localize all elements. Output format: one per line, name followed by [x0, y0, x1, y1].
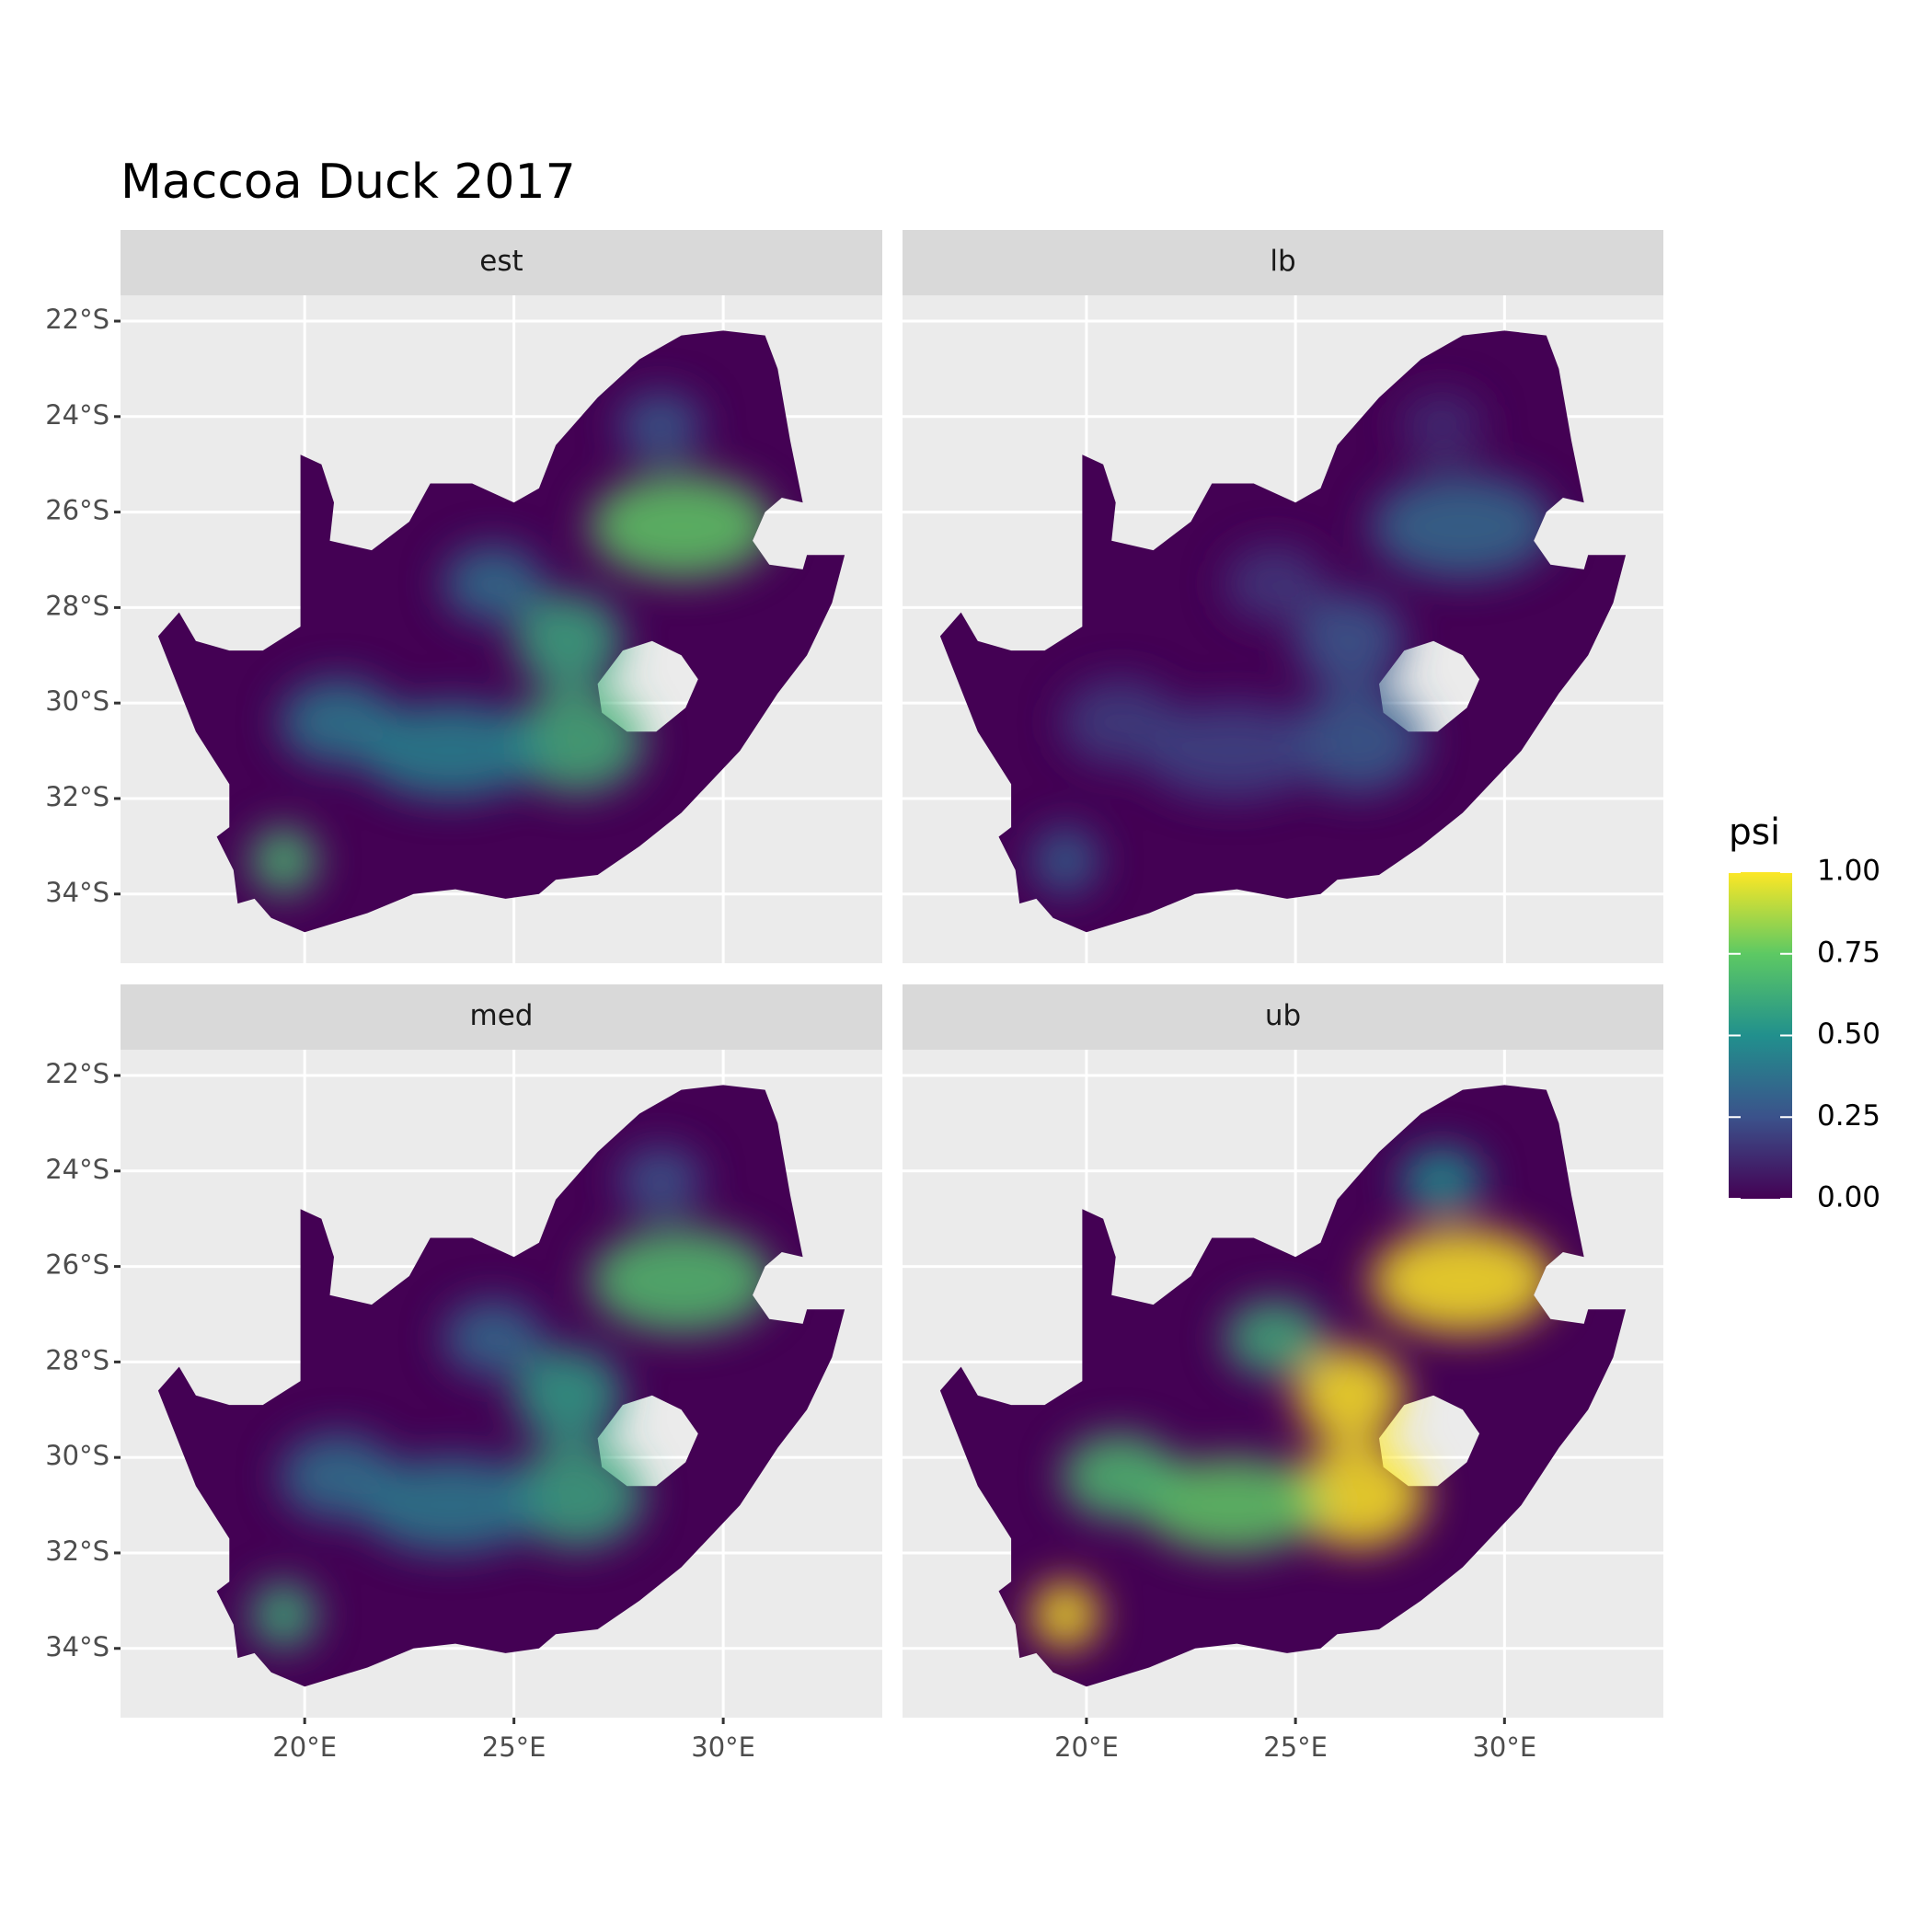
strip-label: est: [479, 245, 523, 278]
occupancy-area: [279, 679, 397, 765]
legend-label: 0.75: [1817, 936, 1880, 969]
occupancy-overlay: [1031, 1146, 1555, 1649]
legend-label: 0.00: [1817, 1181, 1880, 1214]
occupancy-area: [1061, 679, 1179, 765]
occupancy-overlay: [250, 392, 774, 894]
occupancy-area: [1224, 1299, 1325, 1376]
occupancy-area: [618, 392, 703, 460]
y-tick-label: 32°S: [45, 1535, 109, 1567]
y-tick-label: 34°S: [45, 1631, 109, 1662]
strip: [903, 230, 1663, 295]
occupancy-overlay: [1031, 392, 1555, 894]
y-tick-label: 32°S: [45, 781, 109, 812]
occupancy-area: [589, 474, 774, 580]
occupancy-area: [1295, 1347, 1405, 1443]
y-tick-label: 28°S: [45, 1344, 109, 1375]
strip-label: ub: [1265, 999, 1301, 1032]
occupancy-area: [1370, 1228, 1555, 1334]
occupancy-area: [513, 592, 623, 689]
x-tick-label: 30°E: [1472, 1731, 1536, 1763]
x-tick-label: 25°E: [1263, 1731, 1328, 1763]
occupancy-area: [1141, 703, 1325, 799]
occupancy-overlay: [250, 1146, 774, 1649]
occupancy-area: [443, 1299, 544, 1376]
occupancy-area: [1399, 392, 1484, 460]
occupancy-area: [1295, 592, 1405, 689]
occupancy-area: [1370, 474, 1555, 580]
occupancy-area: [1224, 545, 1325, 622]
legend-label: 0.25: [1817, 1099, 1880, 1133]
y-tick-label: 30°S: [45, 1440, 109, 1471]
x-tick-label: 30°E: [691, 1731, 755, 1763]
y-tick-label: 34°S: [45, 877, 109, 908]
y-tick-label: 28°S: [45, 590, 109, 621]
occupancy-area: [513, 1347, 623, 1443]
occupancy-area: [443, 545, 544, 622]
occupancy-area: [1031, 827, 1099, 894]
x-tick-label: 20°E: [272, 1731, 337, 1763]
occupancy-area: [359, 703, 544, 799]
occupancy-area: [510, 1443, 644, 1548]
x-tick-label: 20°E: [1054, 1731, 1119, 1763]
occupancy-area: [1061, 1433, 1179, 1520]
occupancy-area: [589, 1228, 774, 1334]
occupancy-area: [510, 688, 644, 794]
strip: [121, 984, 882, 1050]
y-tick-label: 26°S: [45, 1249, 109, 1281]
occupancy-area: [359, 1457, 544, 1553]
occupancy-area: [1141, 1457, 1325, 1553]
strip-label: med: [470, 999, 534, 1032]
strip: [903, 984, 1663, 1050]
occupancy-area: [250, 1581, 317, 1649]
occupancy-area: [1291, 1443, 1425, 1548]
x-tick-label: 25°E: [482, 1731, 546, 1763]
y-tick-label: 24°S: [45, 1154, 109, 1185]
y-tick-label: 26°S: [45, 495, 109, 526]
occupancy-area: [1399, 1146, 1484, 1214]
legend-label: 1.00: [1817, 855, 1880, 888]
occupancy-area: [1291, 688, 1425, 794]
occupancy-area: [250, 827, 317, 894]
y-tick-label: 24°S: [45, 399, 109, 431]
legend-label: 0.50: [1817, 1018, 1880, 1051]
occupancy-area: [1031, 1581, 1099, 1649]
y-tick-label: 22°S: [45, 1058, 109, 1089]
occupancy-area: [618, 1146, 703, 1214]
y-tick-label: 22°S: [45, 304, 109, 335]
y-tick-label: 30°S: [45, 685, 109, 717]
strip: [121, 230, 882, 295]
strip-label: lb: [1270, 245, 1295, 278]
chart-title: Maccoa Duck 2017: [121, 155, 576, 210]
legend-title: psi: [1729, 812, 1780, 854]
occupancy-area: [279, 1433, 397, 1520]
